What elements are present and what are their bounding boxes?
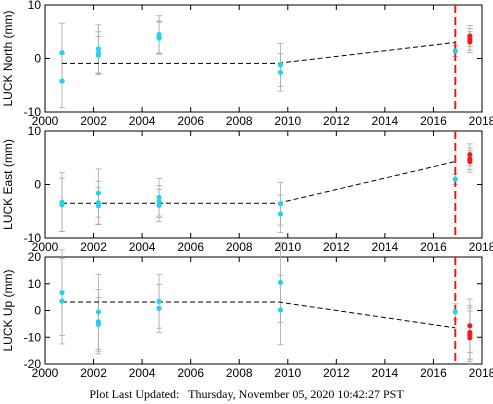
x-tick-label: 2008	[226, 366, 253, 380]
data-point	[467, 39, 473, 45]
x-tick-label: 2000	[32, 366, 59, 380]
y-tick-label: 0	[34, 52, 41, 66]
x-tick-label: 2002	[80, 366, 107, 380]
x-tick-label: 2010	[274, 114, 301, 128]
data-point	[467, 158, 473, 165]
y-tick-label: 10	[28, 0, 42, 12]
data-point	[95, 46, 102, 52]
data-point	[277, 211, 284, 217]
data-point	[59, 50, 65, 56]
y-axis-title: LUCK Up (mm)	[1, 269, 15, 351]
x-tick-label: 2004	[129, 366, 156, 380]
data-point	[277, 62, 284, 68]
data-point	[95, 309, 102, 315]
data-point	[95, 321, 102, 328]
y-tick-label: -10	[24, 105, 42, 119]
data-point	[156, 199, 162, 205]
x-tick-label: 2004	[129, 240, 156, 254]
x-tick-label: 2008	[226, 114, 253, 128]
x-tick-label: 2014	[372, 240, 399, 254]
x-tick-label: 2012	[323, 366, 350, 380]
footer-label: Plot Last Updated:	[89, 387, 180, 401]
y-tick-label: 10	[28, 124, 42, 138]
data-point	[277, 69, 284, 76]
x-tick-label: 2012	[323, 114, 350, 128]
x-tick-label: 2010	[274, 366, 301, 380]
y-tick-label: 0	[34, 304, 41, 318]
data-point	[467, 151, 473, 158]
x-tick-label: 2016	[420, 114, 447, 128]
x-tick-label: 2000	[32, 114, 59, 128]
data-point	[59, 298, 65, 304]
x-tick-label: 2012	[323, 240, 350, 254]
x-tick-label: 2018	[469, 366, 493, 380]
x-tick-label: 2016	[420, 366, 447, 380]
data-point	[452, 48, 458, 54]
data-point	[95, 52, 102, 58]
data-point	[467, 335, 473, 341]
y-tick-label: 20	[28, 250, 42, 264]
data-point	[59, 78, 65, 84]
x-tick-label: 2018	[469, 240, 493, 254]
x-tick-label: 2006	[177, 240, 204, 254]
plot-footer: Plot Last Updated: Thursday, November 05…	[0, 387, 493, 402]
x-tick-label: 2002	[80, 240, 107, 254]
trend-line	[61, 161, 456, 204]
data-point	[277, 307, 284, 313]
data-point	[156, 194, 162, 200]
data-point	[452, 309, 458, 315]
y-axis-title: LUCK North (mm)	[1, 10, 15, 106]
data-point	[59, 289, 65, 296]
panel-3-frame	[44, 256, 483, 365]
x-tick-label: 2014	[372, 114, 399, 128]
data-point	[59, 202, 65, 208]
x-tick-label: 2008	[226, 240, 253, 254]
x-tick-label: 2010	[274, 240, 301, 254]
data-point	[156, 35, 162, 41]
data-point	[156, 202, 162, 208]
y-tick-label: -10	[24, 330, 42, 344]
y-axis-title: LUCK East (mm)	[1, 139, 15, 230]
data-point	[156, 305, 162, 311]
x-tick-label: 2018	[469, 114, 493, 128]
x-tick-label: 2016	[420, 240, 447, 254]
x-tick-label: 2006	[177, 114, 204, 128]
data-point	[156, 298, 162, 305]
x-tick-label: 2004	[129, 114, 156, 128]
y-tick-label: -20	[24, 357, 42, 371]
y-tick-label: 10	[28, 277, 42, 291]
data-point	[452, 176, 458, 182]
data-point	[95, 203, 102, 209]
x-tick-label: 2014	[372, 366, 399, 380]
data-point	[277, 279, 284, 286]
x-tick-label: 2006	[177, 366, 204, 380]
trend-line	[61, 41, 456, 64]
x-tick-label: 2002	[80, 114, 107, 128]
data-point	[95, 190, 102, 196]
y-tick-label: 0	[34, 178, 41, 192]
panel-1-frame	[44, 4, 483, 113]
data-point	[277, 201, 284, 207]
trend-line	[61, 301, 456, 329]
data-point	[467, 323, 473, 329]
panel-2-frame	[44, 130, 483, 239]
footer-timestamp: Thursday, November 05, 2020 10:42:27 PST	[188, 387, 404, 401]
x-tick-label: 2000	[32, 240, 59, 254]
y-tick-label: -10	[24, 231, 42, 245]
